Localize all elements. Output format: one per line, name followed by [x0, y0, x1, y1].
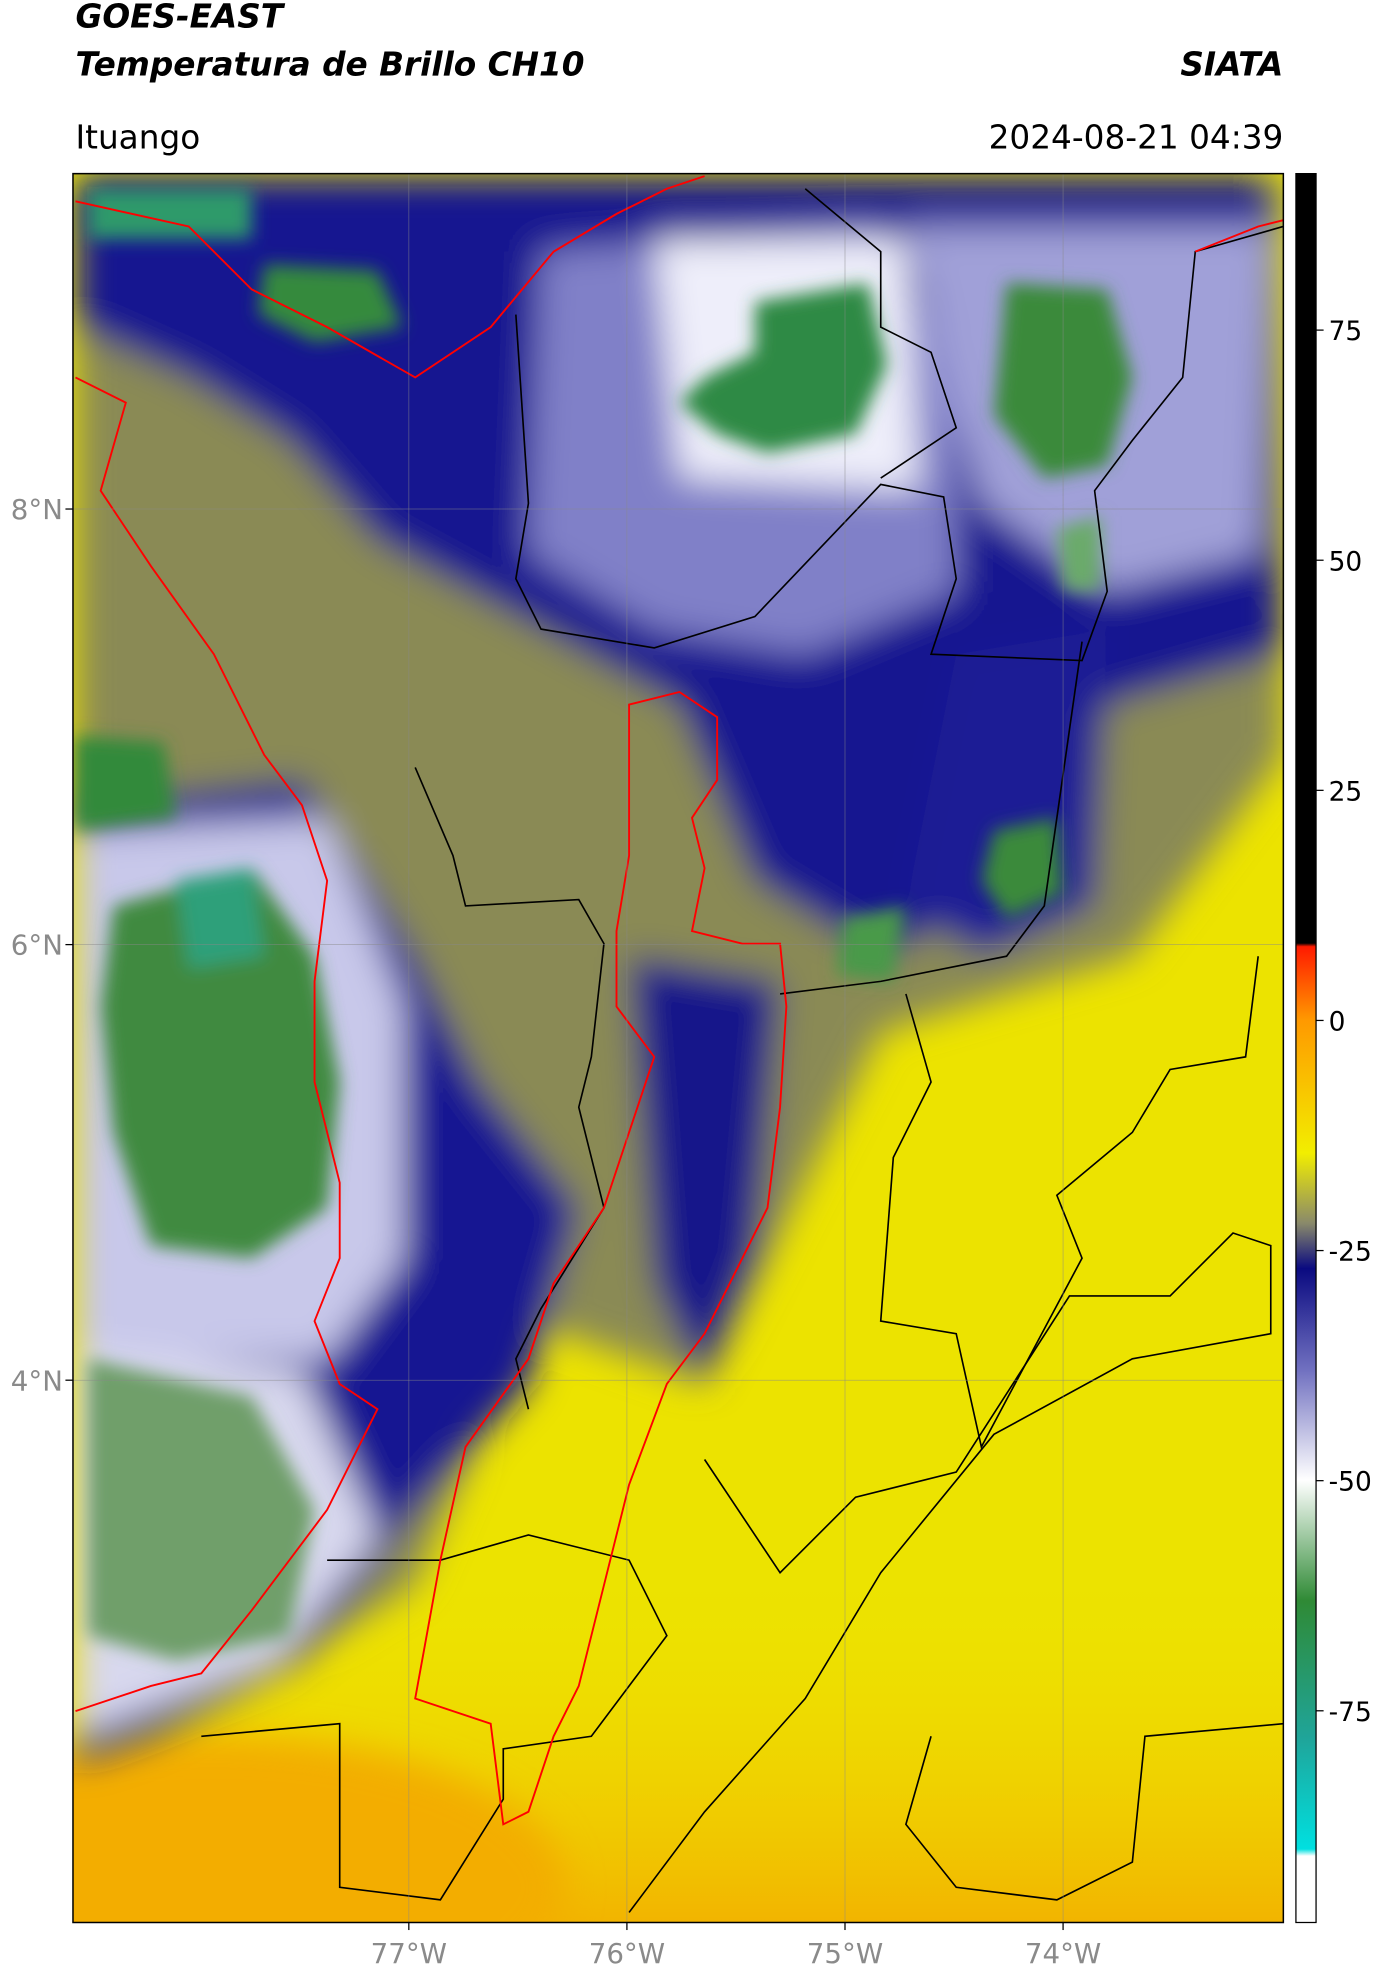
organization: SIATA [1180, 45, 1283, 83]
x-tick-label: 75°W [807, 1937, 883, 1970]
x-tick-label: 77°W [371, 1937, 447, 1970]
y-tick-label: 8°N [11, 493, 63, 526]
map-frame [72, 172, 1285, 1924]
x-tick-label: 76°W [589, 1937, 665, 1970]
colorbar-tick-label: 75 [1329, 316, 1363, 347]
subtitle: Temperatura de Brillo CH10 [75, 45, 584, 83]
x-tick-label: 74°W [1025, 1937, 1101, 1970]
colorbar-tick-label: 50 [1329, 546, 1363, 577]
colorbar [1295, 172, 1317, 1924]
colorbar-tick-label: -50 [1329, 1467, 1372, 1498]
colorbar-tick-label: -75 [1329, 1697, 1372, 1728]
graticule [72, 173, 1284, 1923]
colorbar-tick-label: 25 [1329, 776, 1363, 807]
satellite-image [72, 173, 1284, 1923]
title: GOES-EAST [75, 0, 285, 36]
location: Ituango [75, 118, 200, 156]
y-tick-label: 6°N [11, 929, 63, 962]
y-tick-label: 4°N [11, 1364, 63, 1397]
colorbar-tick-label: 0 [1329, 1007, 1346, 1038]
colorbar-tick-label: -25 [1329, 1237, 1372, 1268]
datetime: 2024-08-21 04:39 [989, 118, 1284, 156]
